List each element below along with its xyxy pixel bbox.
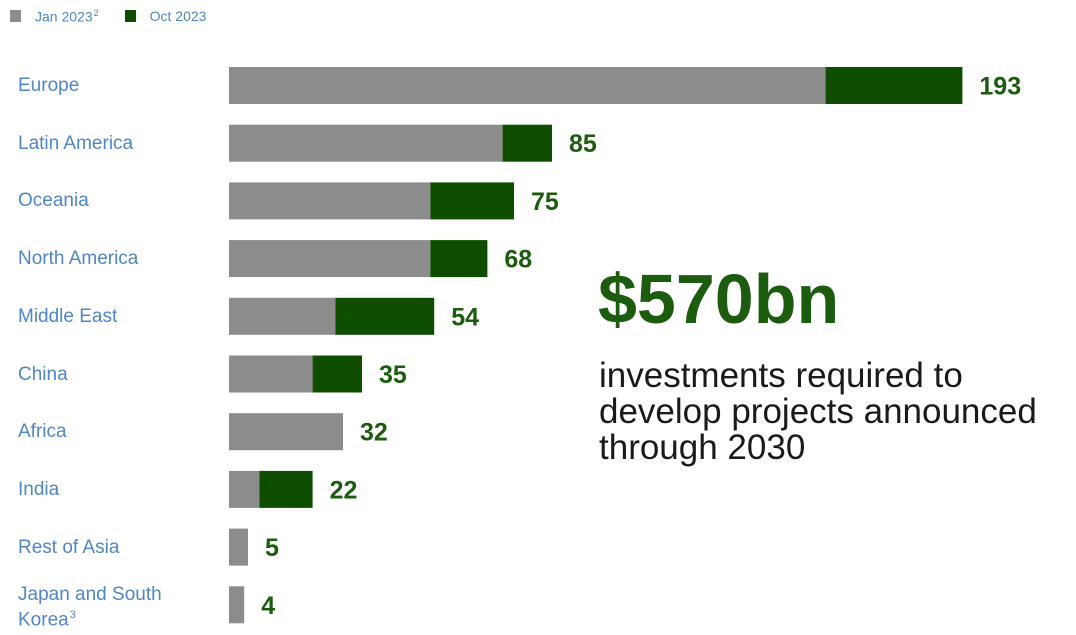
bar-japan-and-south-korea-jan-2023 (229, 586, 245, 624)
category-text: India (18, 478, 60, 500)
callout-number: $570bn (598, 260, 840, 338)
legend-label-oct-2023: Oct 2023 (149, 8, 207, 24)
category-label-africa: Africa (18, 421, 218, 442)
bar-middle-east-oct-2023 (335, 297, 435, 335)
bar-north-america-oct-2023 (430, 240, 488, 278)
legend-swatch-oct-2023 (124, 10, 136, 22)
bar-oceania-oct-2023 (430, 182, 514, 220)
category-text: China (18, 363, 68, 385)
category-text: Japan and South Korea (18, 583, 162, 631)
value-label-japan-and-south-korea: 4 (261, 592, 275, 620)
bar-oceania-jan-2023 (229, 182, 431, 220)
bar-rest-of-asia-jan-2023 (229, 528, 248, 566)
category-label-europe: Europe (18, 75, 218, 96)
bar-middle-east-jan-2023 (229, 297, 336, 335)
value-label-oceania: 75 (531, 188, 559, 216)
bar-europe-oct-2023 (825, 67, 963, 104)
category-text: Latin America (18, 132, 134, 154)
category-label-latin-america: Latin America (18, 133, 218, 154)
legend-swatch-jan-2023 (10, 10, 21, 22)
category-text: Africa (18, 421, 67, 443)
legend: Jan 20232 Oct 2023 (10, 6, 232, 26)
category-label-oceania: Oceania (18, 190, 218, 211)
value-label-africa: 32 (360, 419, 388, 447)
category-label-japan-and-south-korea: Japan and South Korea3 (18, 584, 218, 630)
value-label-europe: 193 (979, 73, 1021, 101)
bar-europe-jan-2023 (229, 67, 826, 104)
value-label-latin-america: 85 (569, 130, 597, 158)
legend-item-jan-2023: Jan 20232 (10, 7, 99, 25)
value-label-china: 35 (379, 361, 407, 389)
category-label-rest-of-asia: Rest of Asia (18, 537, 218, 558)
category-text: Rest of Asia (18, 536, 120, 558)
bar-latin-america-oct-2023 (502, 124, 552, 162)
bar-china-oct-2023 (312, 355, 362, 393)
value-label-rest-of-asia: 5 (265, 534, 279, 562)
callout-text: investments required to develop projects… (599, 356, 1037, 467)
footnote-marker: 3 (69, 608, 76, 621)
legend-label-jan-2023: Jan 20232 (35, 7, 99, 25)
category-text: Europe (18, 75, 80, 96)
bar-north-america-jan-2023 (229, 240, 431, 278)
value-label-india: 22 (330, 476, 358, 504)
value-label-north-america: 68 (504, 246, 532, 274)
bar-latin-america-jan-2023 (229, 124, 503, 162)
legend-footnote-marker: 2 (93, 7, 99, 18)
legend-item-oct-2023: Oct 2023 (124, 8, 207, 24)
value-label-middle-east: 54 (451, 303, 479, 331)
category-text: North America (18, 248, 139, 270)
bar-africa-jan-2023 (229, 413, 343, 451)
category-text: Middle East (18, 305, 118, 327)
bar-china-jan-2023 (229, 355, 313, 393)
category-label-china: China (18, 364, 218, 385)
bar-india-oct-2023 (259, 470, 313, 508)
category-label-north-america: North America (18, 248, 218, 269)
category-text: Oceania (18, 190, 89, 212)
category-label-middle-east: Middle East (18, 306, 218, 327)
bar-india-jan-2023 (229, 470, 260, 508)
category-label-india: India (18, 479, 218, 500)
